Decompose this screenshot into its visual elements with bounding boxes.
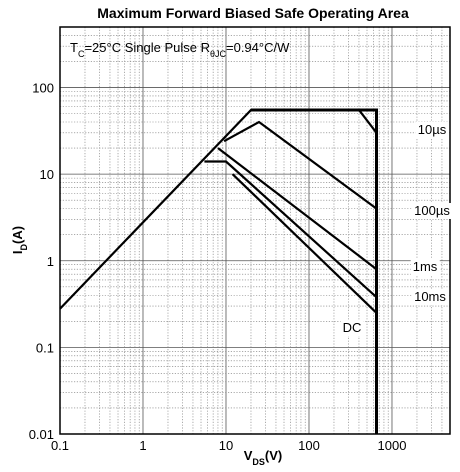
x-tick-label: 10 (219, 438, 233, 453)
plot-frame (59, 26, 451, 435)
series-line (204, 160, 378, 299)
x-axis-label: VDS(V) (244, 448, 283, 467)
chart-title: Maximum Forward Biased Safe Operating Ar… (97, 5, 409, 21)
y-tick-label: 10 (40, 167, 54, 182)
curve-label-background (412, 203, 453, 219)
boundary-line (251, 108, 378, 434)
x-tick-label: 100 (298, 438, 320, 453)
y-tick-label: 0.01 (29, 427, 54, 442)
curve-labels: 10µs 100µs 1ms 10ms DC (340, 122, 453, 336)
series-line (217, 147, 378, 271)
y-tick-label: 0.1 (36, 340, 54, 355)
curve-label: DC (343, 320, 362, 335)
y-tick-labels: 0.01 0.1 1 10 100 (29, 81, 54, 442)
curve-label-background (415, 122, 449, 138)
series-line (223, 120, 378, 210)
plot-area (60, 27, 450, 434)
y-axis-label: ID(A) (10, 226, 29, 254)
x-tick-label: 1000 (378, 438, 407, 453)
y-tick-label: 100 (32, 81, 54, 96)
series-line (231, 173, 378, 314)
grid (59, 26, 451, 435)
x-tick-labels: 0.1 1 10 100 1000 (51, 438, 406, 453)
curve-label: 10ms (414, 289, 446, 304)
x-tick-label: 1 (139, 438, 146, 453)
curve-label-background (412, 289, 449, 305)
curve-label: 10µs (418, 122, 447, 137)
x-tick-label: 0.1 (51, 438, 69, 453)
curve-label-background (410, 259, 440, 275)
curve-label-background (340, 320, 364, 336)
annotation: TC=25°C Single Pulse RθJC=0.94°C/W (70, 40, 290, 59)
y-tick-label: 1 (47, 254, 54, 269)
curve-label: 100µs (414, 203, 450, 218)
series-group (59, 108, 378, 434)
curve-label: 1ms (413, 259, 438, 274)
